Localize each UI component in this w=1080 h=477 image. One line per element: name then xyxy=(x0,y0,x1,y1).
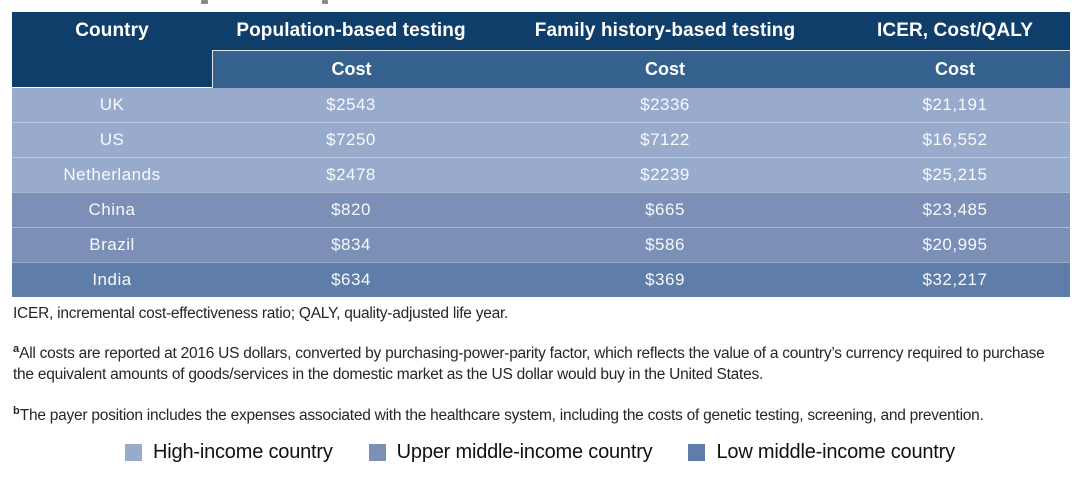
footnote-a: aAll costs are reported at 2016 US dolla… xyxy=(13,343,1067,385)
table-row-china: China $820 $665 $23,485 xyxy=(12,192,1070,227)
country-cell: Brazil xyxy=(89,235,135,254)
footnote-b-marker: b xyxy=(13,404,20,417)
family-cost-cell: $665 xyxy=(645,200,685,219)
legend-label: Low middle-income country xyxy=(716,441,955,463)
cropped-text-remnant xyxy=(322,0,328,4)
footnote-a-marker: a xyxy=(13,342,20,355)
icer-cost-cell: $20,995 xyxy=(922,235,988,254)
legend-label: Upper middle-income country xyxy=(396,441,653,463)
legend-item-high-income: High-income country xyxy=(125,441,333,464)
family-cost-cell: $586 xyxy=(645,235,685,254)
population-cost-cell: $834 xyxy=(331,235,371,254)
population-cost-cell: $2478 xyxy=(326,165,376,184)
family-cost-cell: $2336 xyxy=(640,95,690,114)
legend-item-low-middle-income: Low middle-income country xyxy=(688,441,955,464)
footnote-b: bThe payer position includes the expense… xyxy=(13,405,1067,426)
population-cost-cell: $7250 xyxy=(326,130,376,149)
country-cell: India xyxy=(92,270,132,289)
upper-middle-income-swatch-icon xyxy=(368,444,386,461)
table-header-row: Country Population-based testing Family … xyxy=(12,12,1070,50)
table-subheader-row: Cost Cost Cost xyxy=(12,50,1070,88)
header-country: Country xyxy=(75,20,149,41)
header-family-history-based-testing: Family history-based testing xyxy=(534,20,796,41)
country-cell: UK xyxy=(99,95,125,114)
icer-cost-cell: $32,217 xyxy=(922,270,988,289)
table-row-india: India $634 $369 $32,217 xyxy=(12,262,1070,297)
subheader-cost-icer: Cost xyxy=(840,50,1070,88)
icer-cost-cell: $25,215 xyxy=(922,165,988,184)
legend-label: High-income country xyxy=(153,441,333,463)
cost-comparison-table: Country Population-based testing Family … xyxy=(12,12,1070,297)
icer-cost-cell: $21,191 xyxy=(922,95,988,114)
high-income-swatch-icon xyxy=(125,444,143,461)
subheader-cost-family: Cost xyxy=(490,50,840,88)
header-population-based-testing: Population-based testing xyxy=(236,20,466,41)
icer-cost-cell: $23,485 xyxy=(922,200,988,219)
abbreviation-note: ICER, incremental cost-effectiveness rat… xyxy=(13,305,509,322)
income-level-legend: High-income country Upper middle-income … xyxy=(0,441,1080,464)
table-row-uk: UK $2543 $2336 $21,191 xyxy=(12,88,1070,122)
low-middle-income-swatch-icon xyxy=(688,444,706,461)
country-cell: Netherlands xyxy=(63,165,161,184)
subheader-cost-population: Cost xyxy=(212,50,490,88)
family-cost-cell: $7122 xyxy=(640,130,690,149)
footnote-a-text: All costs are reported at 2016 US dollar… xyxy=(13,345,1045,383)
table-row-us: US $7250 $7122 $16,552 xyxy=(12,122,1070,157)
footnotes-section: ICER, incremental cost-effectiveness rat… xyxy=(13,300,1067,426)
population-cost-cell: $2543 xyxy=(326,95,376,114)
subheader-country-spacer xyxy=(12,50,212,87)
table-row-netherlands: Netherlands $2478 $2239 $25,215 xyxy=(12,157,1070,192)
header-icer-cost-qaly: ICER, Cost/QALY xyxy=(877,20,1033,41)
icer-cost-cell: $16,552 xyxy=(922,130,988,149)
country-cell: China xyxy=(88,200,136,219)
footnote-b-text: The payer position includes the expenses… xyxy=(19,407,984,424)
country-cell: US xyxy=(99,130,125,149)
family-cost-cell: $369 xyxy=(645,270,685,289)
family-cost-cell: $2239 xyxy=(640,165,690,184)
cropped-text-remnant xyxy=(201,0,208,4)
legend-item-upper-middle-income: Upper middle-income country xyxy=(368,441,653,464)
population-cost-cell: $634 xyxy=(331,270,371,289)
population-cost-cell: $820 xyxy=(331,200,371,219)
table-row-brazil: Brazil $834 $586 $20,995 xyxy=(12,227,1070,262)
